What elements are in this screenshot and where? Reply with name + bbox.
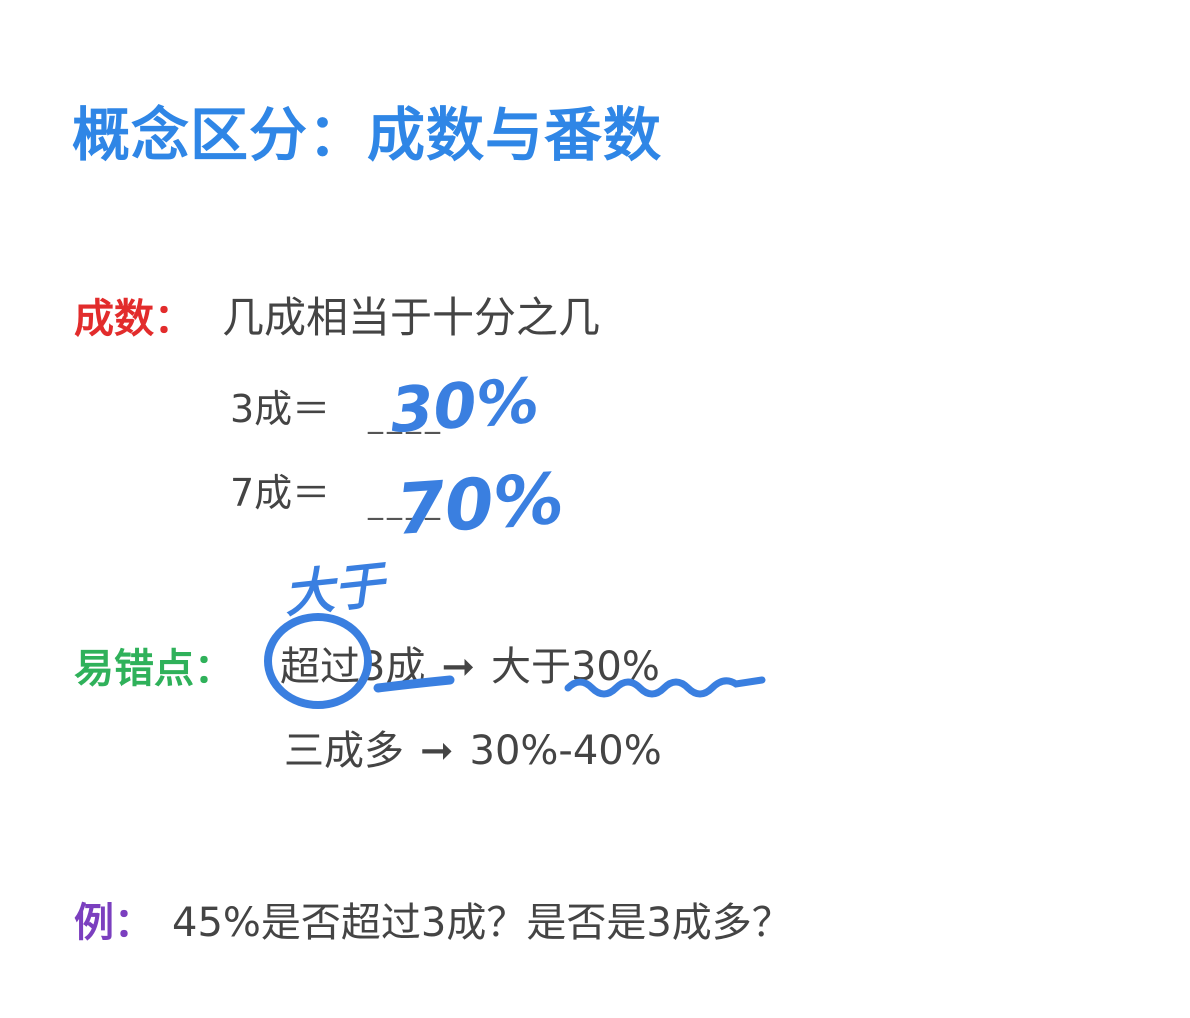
example-question: 45%是否超过3成？是否是3成多？ (172, 900, 792, 946)
equation-blank-3: ____ (368, 400, 444, 435)
mistake-row-2-left: 三成多 (284, 728, 404, 774)
arrow-icon: ➞ (420, 728, 454, 774)
handwritten-annotation: 大于 (281, 555, 391, 624)
arrow-icon: ➞ (441, 644, 475, 690)
mistake-row-2-right: 30%-40% (469, 728, 662, 774)
mistake-row-1: 超过3成 ➞ 大于30% (280, 634, 660, 692)
mistake-row-2: 三成多 ➞ 30%-40% (284, 718, 662, 776)
equation-row-3: 3成＝ (230, 387, 331, 431)
mistake-row-1-right: 大于30% (490, 644, 660, 690)
page-title: 概念区分：成数与番数 (72, 101, 663, 169)
equation-row-7: 7成＝ (230, 471, 331, 515)
equation-blank-7: ____ (368, 486, 444, 521)
mistakes-label: 易错点： (74, 646, 234, 692)
example-label: 例： (74, 900, 154, 946)
chengshu-label: 成数： (74, 296, 194, 342)
mistake-row-1-left: 超过3成 (280, 644, 426, 690)
chengshu-definition: 几成相当于十分之几 (222, 293, 601, 342)
